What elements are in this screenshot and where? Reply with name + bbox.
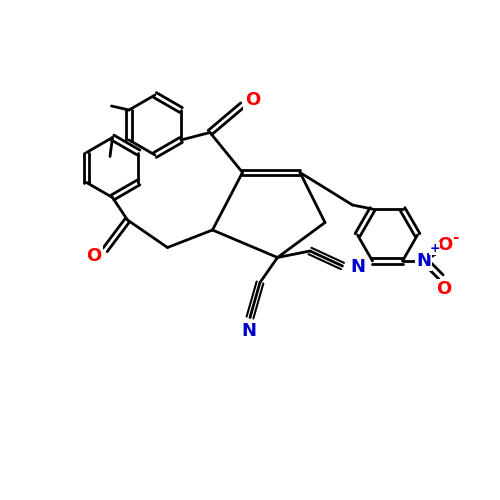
Text: O: O <box>245 91 260 109</box>
Text: N: N <box>350 258 365 276</box>
Text: O: O <box>436 280 451 298</box>
Text: N: N <box>242 322 256 340</box>
Text: O: O <box>86 247 102 265</box>
Text: N: N <box>416 252 431 270</box>
Text: O: O <box>437 236 452 254</box>
Text: +: + <box>429 242 440 255</box>
Text: -: - <box>452 230 458 245</box>
